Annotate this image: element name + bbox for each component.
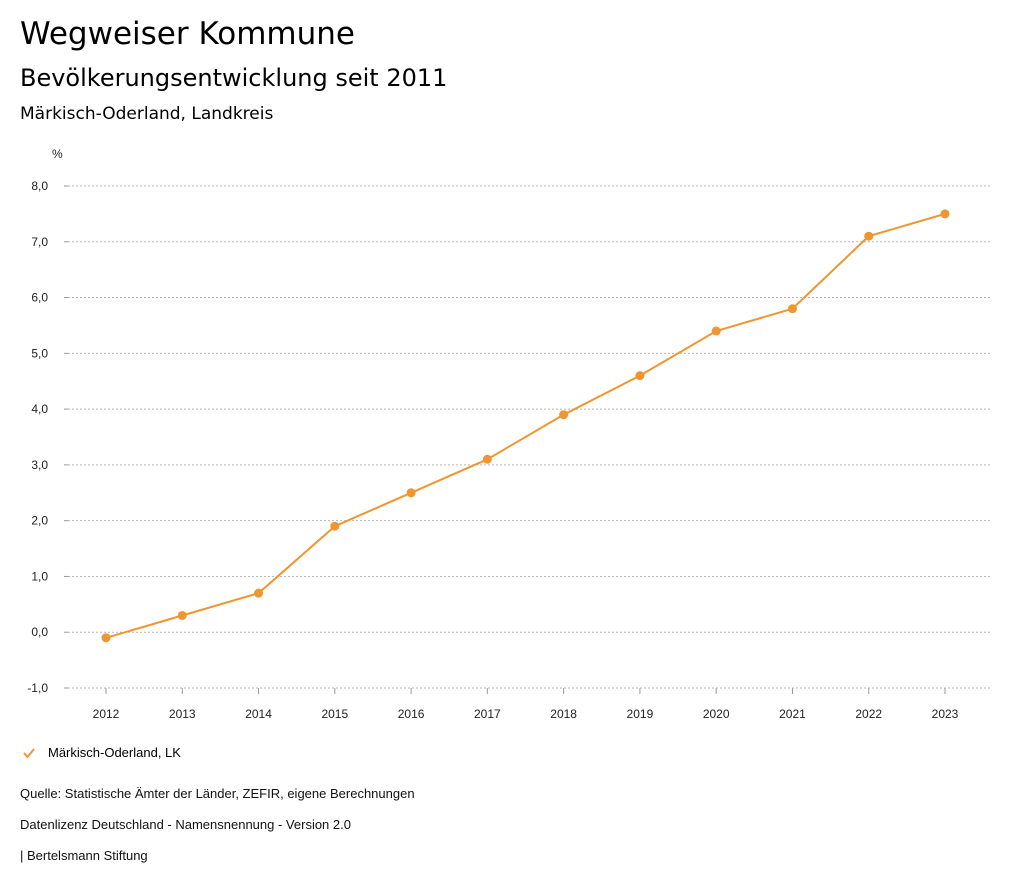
x-tick-label: 2015 (321, 707, 348, 721)
data-point[interactable] (940, 209, 950, 219)
x-tick-label: 2017 (474, 707, 501, 721)
x-tick-label: 2023 (932, 707, 959, 721)
y-tick-label: 1,0 (31, 569, 48, 583)
region-label: Märkisch-Oderland, Landkreis (20, 104, 274, 124)
data-point[interactable] (482, 454, 492, 464)
data-point[interactable] (711, 326, 721, 336)
data-point[interactable] (101, 633, 111, 643)
x-tick-label: 2019 (627, 707, 654, 721)
legend-label: Märkisch-Oderland, LK (48, 745, 181, 760)
y-tick-label: 7,0 (31, 235, 48, 249)
x-tick-label: 2018 (550, 707, 577, 721)
data-point[interactable] (330, 521, 340, 531)
x-tick-label: 2022 (855, 707, 882, 721)
y-tick-label: 8,0 (31, 179, 48, 193)
y-axis-label: % (52, 147, 63, 161)
license-note: Datenlizenz Deutschland - Namensnennung … (20, 817, 351, 832)
y-tick-label: 0,0 (31, 625, 48, 639)
data-point[interactable] (635, 371, 645, 381)
y-tick-label: 2,0 (31, 514, 48, 528)
publisher-note: | Bertelsmann Stiftung (20, 848, 148, 863)
x-tick-label: 2014 (245, 707, 272, 721)
x-tick-label: 2020 (703, 707, 730, 721)
data-point[interactable] (177, 610, 187, 620)
source-note: Quelle: Statistische Ämter der Länder, Z… (20, 786, 415, 801)
page-title: Wegweiser Kommune (20, 16, 355, 52)
legend-item[interactable]: Märkisch-Oderland, LK (22, 745, 181, 760)
x-tick-label: 2016 (398, 707, 425, 721)
data-point[interactable] (864, 231, 874, 241)
x-tick-label: 2013 (169, 707, 196, 721)
y-tick-label: 6,0 (31, 291, 48, 305)
data-point[interactable] (559, 410, 569, 420)
line-chart: % 8,0 7,0 6,0 5,0 4,0 3,0 2,0 1,0 0,0 -1,0 2012 20… (27, 147, 990, 721)
x-tick-label: 2012 (93, 707, 120, 721)
check-icon (23, 747, 35, 759)
y-tick-label: 5,0 (31, 346, 48, 360)
series-line-maerkisch-oderland (105, 212, 946, 639)
data-point[interactable] (406, 488, 416, 498)
y-tick-label: 3,0 (31, 458, 48, 472)
chart-subtitle: Bevölkerungsentwicklung seit 2011 (20, 64, 448, 92)
x-tick-label: 2021 (779, 707, 806, 721)
y-tick-label: -1,0 (27, 681, 48, 695)
data-point[interactable] (787, 304, 797, 314)
data-point[interactable] (254, 588, 264, 598)
y-tick-label: 4,0 (31, 402, 48, 416)
